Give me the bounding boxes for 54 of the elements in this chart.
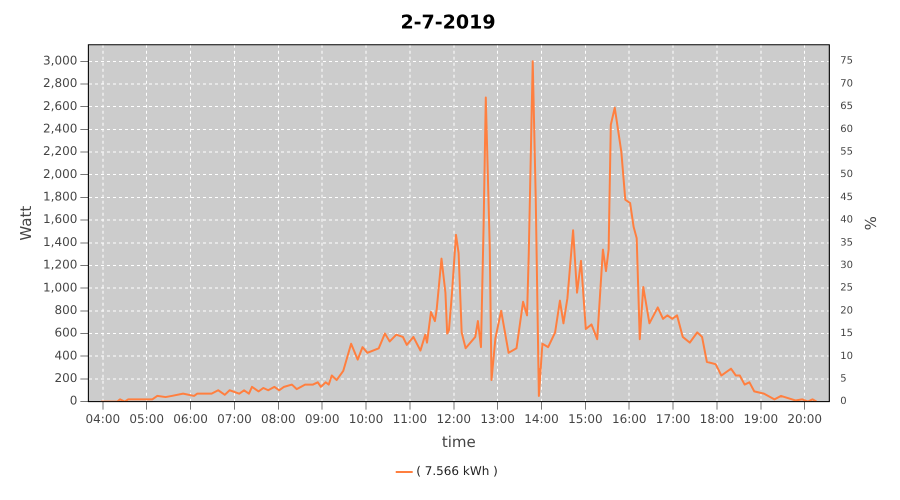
y2-tick-label: 45 xyxy=(840,192,854,203)
x-tick-label: 07:00 xyxy=(217,412,252,426)
y2-tick-label: 65 xyxy=(840,101,854,112)
legend-label: ( 7.566 kWh ) xyxy=(416,464,498,478)
x-tick-label: 05:00 xyxy=(129,412,164,426)
y-tick-label: 200 xyxy=(54,371,78,386)
y-tick-label: 800 xyxy=(54,302,78,317)
y2-tick-label: 75 xyxy=(840,56,854,67)
y-axis-title: Watt xyxy=(16,206,35,241)
x-axis-title: time xyxy=(442,432,476,451)
x-tick-label: 13:00 xyxy=(480,412,515,426)
y2-tick-label: 55 xyxy=(840,146,854,158)
y-tick-label: 1,200 xyxy=(42,258,78,272)
x-tick-label: 15:00 xyxy=(568,412,603,426)
x-tick-label: 06:00 xyxy=(173,412,208,426)
x-tick-label: 16:00 xyxy=(612,412,647,426)
x-tick-label: 12:00 xyxy=(436,412,472,426)
y-tick-label: 1,000 xyxy=(42,280,78,294)
x-tick-label: 17:00 xyxy=(656,412,690,426)
y2-tick-label: 15 xyxy=(840,328,854,340)
y2-tick-label: 70 xyxy=(840,78,854,90)
y-tick-label: 1,600 xyxy=(42,212,78,226)
y2-tick-label: 35 xyxy=(840,237,854,248)
y-tick-label: 3,000 xyxy=(42,53,78,68)
x-tick-label: 09:00 xyxy=(304,412,340,426)
y-tick-label: 400 xyxy=(54,348,78,362)
y2-tick-label: 60 xyxy=(840,124,854,135)
y-tick-label: 2,000 xyxy=(42,166,78,181)
y-tick-label: 0 xyxy=(70,394,78,408)
y2-tick-label: 0 xyxy=(840,396,847,408)
chart-title: 2-7-2019 xyxy=(400,11,496,34)
x-tick-label: 08:00 xyxy=(261,412,296,426)
y-tick-label: 1,800 xyxy=(42,190,78,204)
x-tick-label: 10:00 xyxy=(348,412,384,426)
y2-tick-label: 30 xyxy=(840,260,854,272)
y2-tick-label: 25 xyxy=(840,282,854,294)
y-tick-label: 2,400 xyxy=(42,121,78,136)
x-tick-label: 04:00 xyxy=(86,412,120,426)
x-tick-label: 20:00 xyxy=(787,412,822,426)
y-tick-label: 1,400 xyxy=(42,234,78,249)
x-tick-label: 18:00 xyxy=(700,412,734,426)
x-tick-label: 14:00 xyxy=(524,412,559,426)
y2-tick-label: 20 xyxy=(840,305,854,316)
y-tick-label: 2,800 xyxy=(42,76,78,90)
y2-tick-label: 50 xyxy=(840,169,854,180)
y2-tick-label: 10 xyxy=(840,350,854,362)
y-tick-label: 2,600 xyxy=(42,98,78,113)
y2-tick-label: 5 xyxy=(840,373,847,384)
y-tick-label: 600 xyxy=(54,326,78,340)
x-tick-label: 11:00 xyxy=(392,412,428,426)
y2-axis-title: % xyxy=(861,216,880,230)
y-tick-label: 2,200 xyxy=(42,144,78,158)
x-tick-label: 19:00 xyxy=(744,412,778,426)
y2-tick-label: 40 xyxy=(840,214,854,226)
